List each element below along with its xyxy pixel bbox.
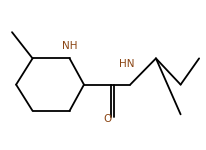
Text: O: O (103, 114, 111, 124)
Text: HN: HN (119, 59, 134, 69)
Text: NH: NH (62, 41, 77, 51)
